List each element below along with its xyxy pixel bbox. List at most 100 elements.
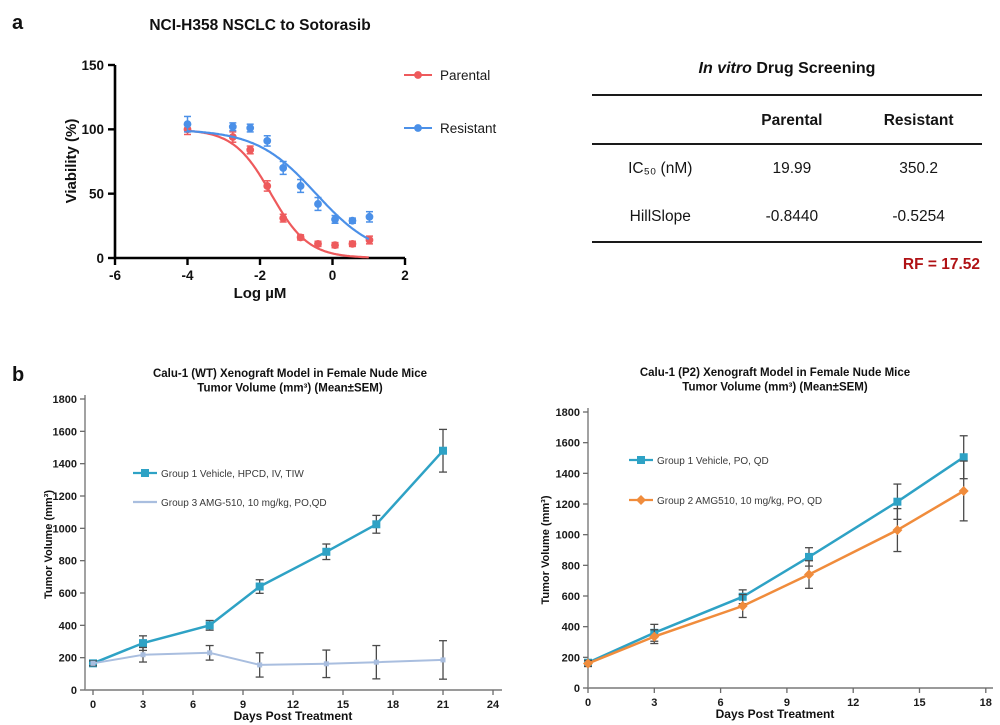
svg-text:-4: -4 [181, 268, 193, 283]
chart-a-ylabel: Viability (%) [63, 119, 80, 204]
legend-item-Parental: Parental [404, 68, 490, 83]
table-header-row: Parental Resistant [592, 95, 982, 144]
svg-text:Group 1 Vehicle, HPCD, IV, TIW: Group 1 Vehicle, HPCD, IV, TIW [161, 469, 304, 480]
svg-text:15: 15 [337, 699, 349, 711]
svg-text:800: 800 [59, 556, 77, 568]
table-row: IC₅₀ (nM) 19.99 350.2 [592, 144, 982, 193]
svg-text:-6: -6 [109, 268, 121, 283]
svg-text:Parental: Parental [440, 68, 490, 83]
table-row: HillSlope -0.8440 -0.5254 [592, 193, 982, 242]
svg-text:600: 600 [59, 588, 77, 600]
svg-text:2: 2 [401, 268, 409, 283]
svg-text:1800: 1800 [556, 407, 580, 419]
hillslope-parental-value: -0.8440 [765, 208, 819, 225]
svg-text:12: 12 [847, 697, 859, 709]
svg-text:50: 50 [89, 186, 104, 201]
row-label-ic50: IC₅₀ (nM) [628, 160, 693, 177]
svg-text:6: 6 [190, 699, 196, 711]
chart-xlabel: Days Post Treatment [716, 707, 835, 721]
svg-text:Resistant: Resistant [440, 121, 497, 136]
table-header-parental: Parental [761, 112, 823, 129]
svg-text:0: 0 [90, 699, 96, 711]
svg-text:Group 2 AMG510, 10 mg/kg, PO,: Group 2 AMG510, 10 mg/kg, PO, QD [657, 496, 822, 507]
svg-text:100: 100 [81, 122, 104, 137]
svg-text:200: 200 [59, 653, 77, 665]
legend-item-Group 2 AMG510, 10 mg/kg, PO, QD: Group 2 AMG510, 10 mg/kg, PO, QD [629, 495, 822, 507]
svg-text:400: 400 [562, 622, 580, 634]
legend-item-Group 3 AMG-510, 10 mg/kg, PO,QD: Group 3 AMG-510, 10 mg/kg, PO,QD [133, 498, 327, 509]
table-header-resistant: Resistant [883, 112, 954, 129]
series-Group 3 AMG-510, 10 mg/kg, PO,QD [89, 640, 448, 680]
xenograft-chart-p2: 0 200 400 600 800 1000 1200 1400 1600 1800 0 3 6 9 12 1… [540, 367, 993, 721]
svg-text:3: 3 [651, 697, 657, 709]
resistance-factor-note: RF = 17.52 [902, 256, 980, 273]
ic50-table: Parental Resistant IC₅₀ (nM) 19.99 350.2… [592, 94, 982, 243]
row-label-hillslope: HillSlope [629, 208, 691, 225]
chart-a-title: NCI-H358 NSCLC to Sotorasib [149, 17, 370, 34]
chart-ylabel: Tumor Volume (mm³) [540, 495, 552, 604]
chart-a-xlabel: Log µM [234, 285, 287, 302]
svg-text:200: 200 [562, 652, 580, 664]
legend-item-Group 1 Vehicle, HPCD, IV, TIW: Group 1 Vehicle, HPCD, IV, TIW [133, 469, 304, 480]
legend-item-Group 1 Vehicle, PO, QD: Group 1 Vehicle, PO, QD [629, 456, 769, 467]
svg-text:1600: 1600 [556, 438, 580, 450]
series-Group 2 AMG510, 10 mg/kg, PO, QD [583, 460, 969, 669]
svg-text:1200: 1200 [53, 491, 77, 503]
svg-text:0: 0 [71, 685, 77, 697]
svg-text:800: 800 [562, 560, 580, 572]
fit-curve [187, 129, 369, 259]
svg-text:150: 150 [81, 58, 104, 73]
svg-text:6: 6 [718, 697, 724, 709]
chart-title-line1: Calu-1 (P2) Xenograft Model in Female Nu… [640, 367, 910, 379]
svg-text:0: 0 [329, 268, 337, 283]
table-header-empty [592, 95, 729, 144]
svg-text:Group 3 AMG-510, 10 mg/kg, PO,: Group 3 AMG-510, 10 mg/kg, PO,QD [161, 498, 327, 509]
series-Parental [183, 123, 374, 259]
hillslope-resistant-value: -0.5254 [892, 208, 945, 225]
svg-text:1200: 1200 [556, 499, 580, 511]
axes: 0 200 400 600 800 1000 1200 1400 1600 1800 0 3 6 9 12 1… [556, 407, 993, 709]
fit-curve [187, 130, 370, 241]
svg-text:0: 0 [574, 683, 580, 695]
svg-text:24: 24 [487, 699, 500, 711]
series-Resistant [183, 115, 374, 241]
chart-ylabel: Tumor Volume (mm³) [43, 490, 55, 599]
svg-text:3: 3 [140, 699, 146, 711]
series-Group 1 Vehicle, HPCD, IV, TIW [89, 428, 448, 668]
svg-text:18: 18 [387, 699, 399, 711]
svg-text:1600: 1600 [53, 426, 77, 438]
xenograft-chart-wt: 0 200 400 600 800 1000 1200 1400 1600 1800 0 3 6 9 12 1… [43, 368, 502, 723]
svg-text:21: 21 [437, 699, 449, 711]
svg-text:9: 9 [784, 697, 790, 709]
svg-text:Group 1 Vehicle, PO, QD: Group 1 Vehicle, PO, QD [657, 456, 769, 467]
dose-response-chart: -6 -4 -2 0 2 0 50 100 150 NCI-H358 NSCLC to Sotor… [63, 17, 497, 302]
svg-text:0: 0 [96, 251, 104, 266]
ic50-resistant-value: 350.2 [899, 160, 939, 177]
panel-a-label: a [12, 12, 24, 34]
drug-screening-table: In vitro Drug Screening Parental Resista… [592, 60, 982, 274]
svg-text:12: 12 [287, 699, 299, 711]
table-title-rest: Drug Screening [751, 60, 876, 77]
chart-title-line2: Tumor Volume (mm³) (Mean±SEM) [197, 383, 383, 395]
svg-text:1400: 1400 [556, 468, 580, 480]
svg-text:600: 600 [562, 591, 580, 603]
legend-item-Resistant: Resistant [404, 121, 497, 136]
svg-text:0: 0 [585, 697, 591, 709]
series-Group 1 Vehicle, PO, QD [584, 435, 968, 667]
table-title: In vitro Drug Screening [592, 60, 982, 78]
svg-text:1400: 1400 [53, 459, 77, 471]
chart-xlabel: Days Post Treatment [234, 709, 353, 723]
svg-text:1800: 1800 [53, 394, 77, 406]
chart-title-line1: Calu-1 (WT) Xenograft Model in Female Nu… [153, 368, 427, 380]
chart-title-line2: Tumor Volume (mm³) (Mean±SEM) [682, 382, 868, 394]
svg-text:-2: -2 [254, 268, 266, 283]
axes: -6 -4 -2 0 2 0 50 100 150 [81, 58, 408, 283]
svg-text:15: 15 [913, 697, 925, 709]
svg-text:400: 400 [59, 620, 77, 632]
panel-b-label: b [12, 364, 25, 386]
axes: 0 200 400 600 800 1000 1200 1400 1600 1800 0 3 6 9 12 1… [53, 394, 502, 711]
svg-text:9: 9 [240, 699, 246, 711]
svg-text:18: 18 [980, 697, 992, 709]
table-title-italic: In vitro [698, 60, 752, 77]
